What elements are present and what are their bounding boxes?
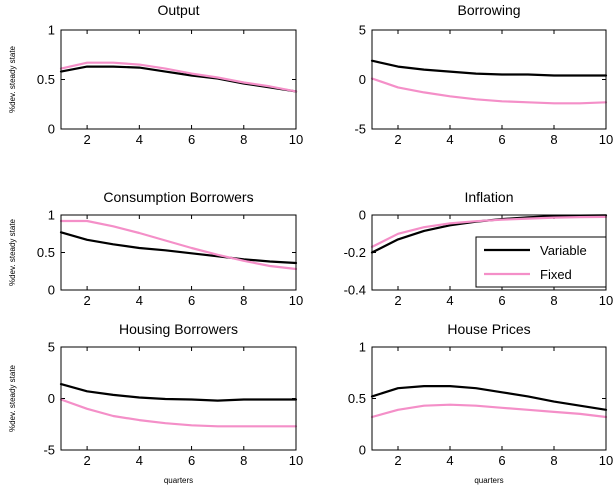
x-tick-label: 2 [83, 453, 90, 468]
series-line-variable [59, 231, 298, 265]
y-tick-label: 1 [48, 208, 55, 223]
panel-2: Borrowing 2 4 6 8 10 -5 0 5 [354, 2, 613, 147]
y-tick-label: 0 [359, 72, 366, 87]
panel-5: Housing Borrowers 2 4 6 8 10 -5 0 5 %dev. steady … [8, 321, 303, 485]
x-tick-label: 8 [240, 132, 247, 147]
x-tick-label: 10 [289, 132, 303, 147]
x-tick-label: 4 [136, 293, 143, 308]
series-line-fixed [59, 398, 298, 428]
x-tick-label: 4 [136, 453, 143, 468]
panel-1: Output 2 4 6 8 10 0 0.5 1 %dev. steady state [8, 2, 303, 147]
y-tick-label: 5 [359, 23, 366, 38]
x-tick-label: 10 [599, 132, 613, 147]
y-tick-label: 0 [359, 443, 366, 458]
y-tick-label: -5 [43, 443, 55, 458]
x-tick-label: 6 [188, 132, 195, 147]
plot-frame [60, 346, 297, 451]
y-tick-label: 0 [48, 122, 55, 137]
legend-label: Variable [540, 243, 587, 258]
series-line-fixed [59, 61, 298, 93]
panel-3: Consumption Borrowers 2 4 6 8 10 0 0.5 1 %dev. st… [8, 189, 303, 308]
series-line-variable [59, 383, 298, 402]
x-tick-label: 6 [498, 132, 505, 147]
x-tick-label: 2 [394, 132, 401, 147]
plot-frame [371, 346, 607, 451]
plot-area [61, 30, 296, 129]
y-tick-label: -5 [354, 122, 366, 137]
x-tick-label: 4 [446, 132, 453, 147]
x-axis-label: quarters [164, 476, 193, 485]
y-axis-label: %dev. steady state [8, 45, 17, 113]
x-axis-label: quarters [474, 476, 503, 485]
series-line-variable [370, 59, 608, 77]
x-tick-label: 4 [446, 453, 453, 468]
series-line-fixed [59, 219, 298, 271]
panel-title: Borrowing [457, 2, 520, 18]
y-tick-label: 0 [48, 391, 55, 406]
legend: Variable Fixed [475, 236, 607, 288]
x-tick-label: 10 [289, 293, 303, 308]
y-tick-label: 0.5 [37, 245, 55, 260]
y-tick-label: 1 [359, 340, 366, 355]
x-tick-label: 4 [446, 293, 453, 308]
x-tick-label: 6 [498, 453, 505, 468]
x-tick-label: 10 [599, 293, 613, 308]
legend-label: Fixed [540, 267, 572, 282]
x-tick-label: 8 [240, 453, 247, 468]
x-tick-label: 10 [289, 453, 303, 468]
x-tick-label: 6 [498, 293, 505, 308]
panel-title: Consumption Borrowers [103, 189, 253, 205]
series-line-variable [370, 385, 608, 411]
y-tick-label: -0.2 [344, 245, 366, 260]
x-tick-label: 6 [188, 293, 195, 308]
x-tick-label: 2 [394, 453, 401, 468]
x-tick-label: 8 [550, 132, 557, 147]
x-tick-label: 8 [550, 453, 557, 468]
series-line-fixed [370, 403, 608, 419]
panel-title: Inflation [464, 189, 513, 205]
panel-6: House Prices 2 4 6 8 10 0 0.5 1 quarters [348, 321, 613, 485]
y-axis-label: %dev. steady state [8, 364, 17, 432]
y-tick-label: 1 [48, 23, 55, 38]
panel-title: Housing Borrowers [119, 321, 238, 337]
panel-title: Output [157, 2, 199, 18]
x-tick-label: 2 [83, 293, 90, 308]
x-tick-label: 2 [83, 132, 90, 147]
y-tick-label: 0.5 [348, 391, 366, 406]
panel-title: House Prices [447, 321, 530, 337]
x-tick-label: 10 [599, 453, 613, 468]
plot-frame [371, 29, 607, 130]
plot-frame [60, 214, 297, 291]
series-line-fixed [370, 77, 608, 105]
plot-area [372, 30, 606, 129]
legend-box [475, 236, 607, 288]
y-tick-label: -0.4 [344, 283, 366, 298]
y-tick-label: 0 [359, 208, 366, 223]
x-tick-label: 4 [136, 132, 143, 147]
y-axis-label: %dev. steady state [8, 218, 17, 286]
series-line-fixed [370, 215, 608, 248]
x-tick-label: 6 [188, 453, 195, 468]
y-tick-label: 0 [48, 283, 55, 298]
plot-area [372, 347, 606, 450]
x-tick-label: 2 [394, 293, 401, 308]
x-tick-label: 8 [550, 293, 557, 308]
x-tick-label: 8 [240, 293, 247, 308]
plot-frame [60, 29, 297, 130]
y-tick-label: 0.5 [37, 72, 55, 87]
y-tick-label: 5 [48, 340, 55, 355]
